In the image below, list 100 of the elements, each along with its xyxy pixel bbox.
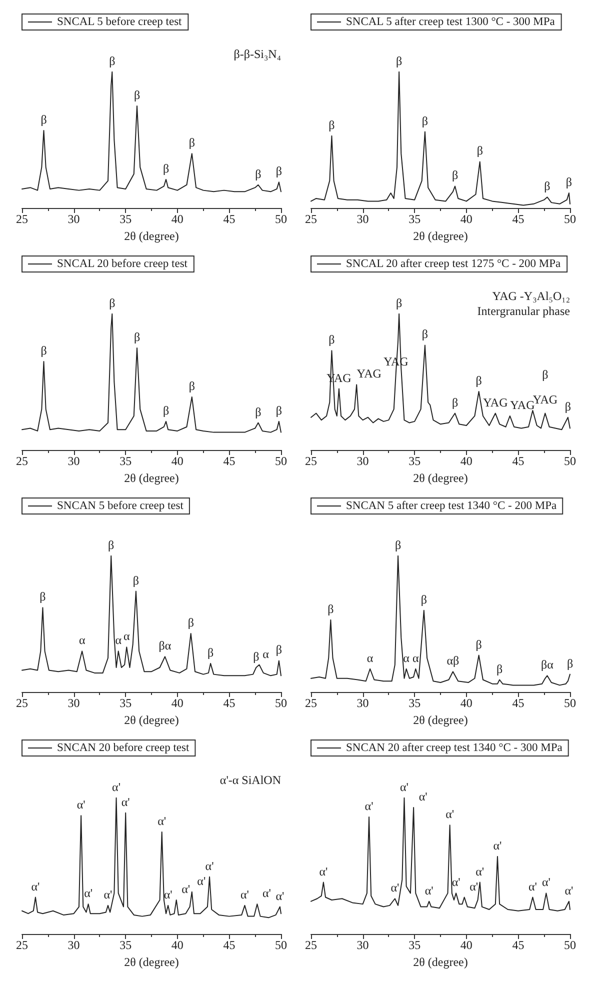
- annotation: β: [40, 112, 47, 126]
- x-tick-label: 35: [120, 454, 132, 468]
- x-tick-label: 45: [512, 454, 524, 468]
- annotation: α': [446, 807, 454, 822]
- annotation: αβ: [446, 654, 460, 668]
- legend-label: SNCAL 20 before creep test: [57, 258, 188, 270]
- x-tick-label: 40: [460, 454, 472, 468]
- annotation: α': [390, 880, 400, 895]
- x-tick-label: 50: [564, 696, 576, 710]
- annotation: β: [328, 332, 335, 347]
- x-tick-label: 35: [408, 938, 421, 952]
- x-tick-label: 30: [356, 696, 369, 710]
- annotation: α': [240, 887, 249, 902]
- annotation: β: [109, 54, 116, 68]
- annotation: β: [566, 656, 574, 670]
- annotation: β: [188, 136, 195, 150]
- annotation: α: [115, 633, 122, 648]
- x-tick-label: 35: [408, 696, 421, 710]
- annotation: α': [276, 888, 284, 903]
- annotation: α': [197, 874, 206, 888]
- annotation: α': [182, 882, 190, 896]
- x-tick-label: 50: [275, 454, 287, 468]
- annotation: α: [412, 650, 420, 665]
- annotation: β: [422, 114, 428, 128]
- x-tick-label: 40: [460, 212, 472, 226]
- annotation: β: [109, 296, 116, 310]
- x-axis-title: 2θ (degree): [124, 713, 179, 727]
- legend-label: SNCAL 5 before creep test: [57, 16, 183, 28]
- x-axis-title: 2θ (degree): [124, 471, 179, 485]
- x-tick-label: 30: [356, 454, 369, 468]
- annotation: α': [164, 887, 172, 902]
- annotation: β: [542, 367, 548, 382]
- x-tick-label: 30: [68, 938, 80, 952]
- x-tick-label: 45: [512, 696, 524, 710]
- x-tick-label: 25: [16, 212, 28, 226]
- annotation: β: [564, 399, 571, 414]
- annotation: α': [542, 875, 550, 890]
- annotation: α': [364, 798, 374, 813]
- x-tick-label: 40: [171, 454, 184, 468]
- annotation: α': [564, 883, 574, 898]
- x-tick-label: 30: [68, 454, 80, 468]
- annotation: α': [528, 879, 537, 894]
- annotation: α: [262, 646, 270, 661]
- annotation: α': [319, 864, 328, 878]
- x-tick-label: 30: [68, 212, 80, 226]
- x-tick-label: 25: [305, 696, 317, 710]
- x-tick-label: 45: [512, 938, 524, 952]
- annotation: β: [476, 373, 482, 388]
- x-tick-label: 25: [16, 938, 28, 952]
- x-tick-label: 35: [120, 696, 132, 710]
- annotation: β: [255, 166, 262, 181]
- x-tick-label: 25: [305, 212, 317, 226]
- annotation: α': [84, 886, 93, 900]
- annotation: α': [493, 838, 502, 852]
- annotation: α': [112, 780, 121, 794]
- legend-label: SNCAN 5 before creep test: [57, 500, 184, 512]
- x-tick-label: 30: [356, 212, 369, 226]
- annotation: α: [366, 650, 374, 665]
- annotation: α': [418, 789, 428, 804]
- annotation: α': [452, 875, 460, 890]
- x-tick-label: 35: [408, 212, 421, 226]
- annotation: β: [420, 592, 427, 606]
- annotation: β: [328, 602, 334, 616]
- annotation: β: [452, 168, 458, 182]
- x-tick-label: 40: [171, 212, 184, 226]
- annotation: β: [396, 296, 402, 310]
- x-axis-title: 2θ (degree): [413, 713, 468, 727]
- x-tick-label: 40: [460, 696, 472, 710]
- annotation: β: [134, 330, 140, 344]
- x-axis-title: 2θ (degree): [413, 955, 468, 969]
- annotation: α': [104, 887, 112, 902]
- annotation: Intergranular phase: [477, 304, 570, 318]
- text: α'-α SiAlON: [220, 773, 282, 787]
- legend-label: SNCAN 5 after creep test 1340 °C - 200 MPa: [346, 500, 557, 512]
- annotation: α': [476, 864, 484, 878]
- annotation: YAG: [483, 395, 508, 410]
- x-tick-label: 45: [512, 212, 524, 226]
- x-tick-label: 45: [223, 696, 236, 710]
- x-tick-label: 45: [223, 454, 236, 468]
- x-axis-title: 2θ (degree): [124, 229, 179, 243]
- x-tick-label: 35: [120, 938, 132, 952]
- x-axis-title: 2θ (degree): [124, 955, 179, 969]
- annotation: YAG: [356, 366, 382, 381]
- annotation: α': [158, 814, 166, 828]
- annotation: β: [162, 161, 170, 176]
- annotation: β: [476, 637, 482, 652]
- x-tick-label: 25: [16, 696, 28, 710]
- annotation: α': [470, 879, 478, 894]
- x-tick-label: 40: [171, 938, 184, 952]
- annotation: β: [276, 403, 282, 418]
- x-tick-label: 40: [171, 696, 184, 710]
- annotation: β: [544, 179, 550, 194]
- annotation: α: [123, 629, 130, 644]
- x-tick-label: 40: [460, 938, 472, 952]
- annotation: β: [207, 645, 214, 660]
- legend-label: SNCAL 20 after creep test 1275 °C - 200 MPa: [346, 258, 561, 270]
- annotation: β: [394, 538, 402, 552]
- x-axis-title: 2θ (degree): [413, 471, 468, 485]
- annotation: α: [78, 633, 86, 648]
- text: β-β-Si₃N₄: [234, 47, 282, 61]
